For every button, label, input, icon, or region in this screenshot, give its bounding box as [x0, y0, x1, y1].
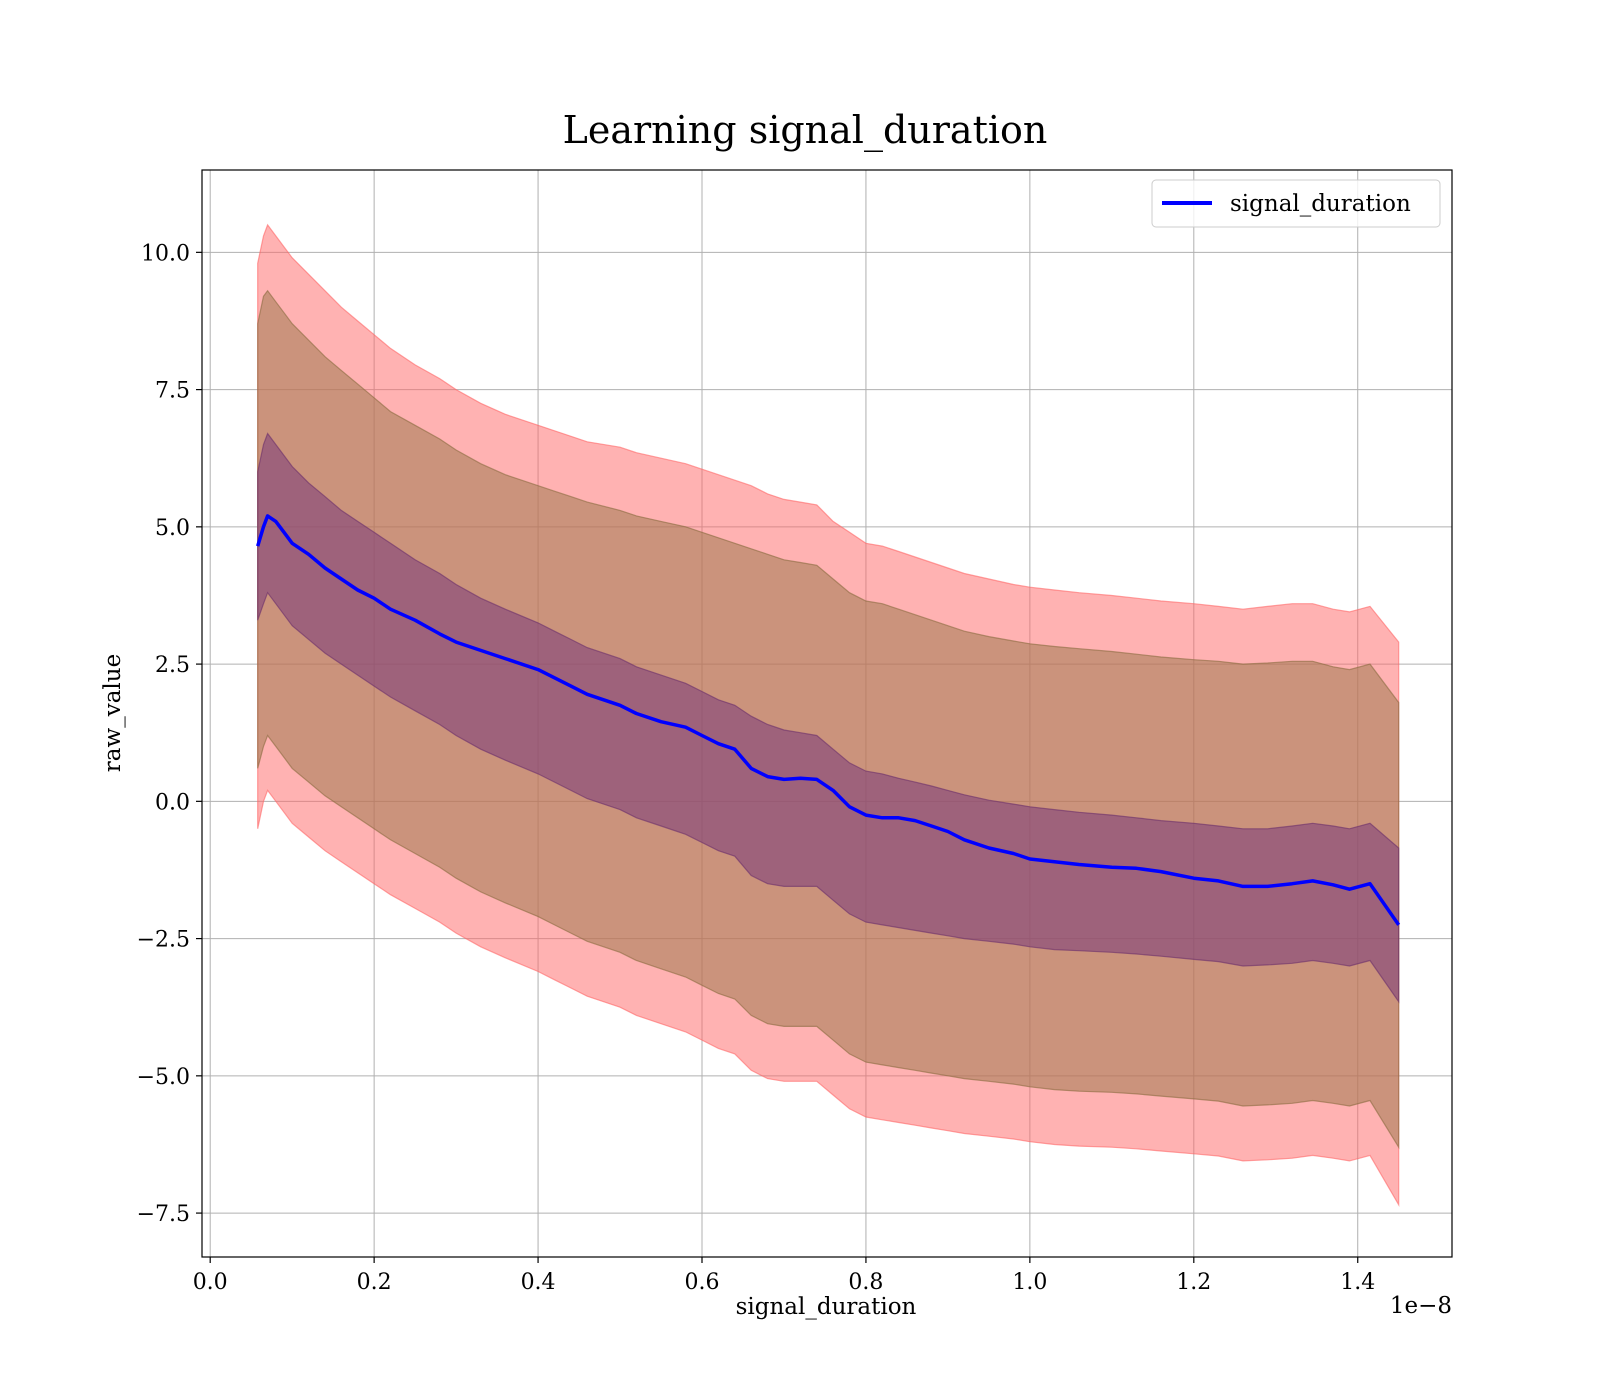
x-tick-label-2: 0.4	[521, 1270, 556, 1295]
x-axis-offset-text: 1e−8	[1390, 1293, 1452, 1319]
y-tick-label-5: 5.0	[155, 516, 190, 541]
x-tick-label-5: 1.0	[1012, 1270, 1047, 1295]
y-tick-label-6: 7.5	[155, 379, 190, 404]
band-inner	[257, 432, 1400, 1004]
confidence-bands	[257, 223, 1400, 1208]
x-tick-label-4: 0.8	[848, 1270, 883, 1295]
y-tick-label-0: −7.5	[137, 1202, 190, 1227]
x-tick-label-6: 1.2	[1176, 1270, 1211, 1295]
x-tick-label-7: 1.4	[1340, 1270, 1375, 1295]
y-tick-label-3: 0.0	[155, 790, 190, 815]
legend-entry-label: signal_duration	[1230, 191, 1411, 217]
x-axis-label: signal_duration	[736, 1294, 917, 1320]
y-tick-label-4: 2.5	[155, 653, 190, 678]
series-line-signal_duration	[256, 514, 1401, 926]
y-tick-label-2: −2.5	[137, 928, 190, 953]
y-axis-ticks: −7.5 −5.0 −2.5 0.0 2.5 5.0 7.5 10.0	[137, 241, 202, 1227]
chart-title: Learning signal_duration	[563, 108, 1048, 153]
y-axis-label: raw_value	[100, 654, 126, 772]
plot-frame	[201, 169, 1453, 1258]
y-tick-label-1: −5.0	[137, 1065, 190, 1090]
legend: signal_duration	[1151, 179, 1441, 228]
x-axis-ticks: 0.0 0.2 0.4 0.6 0.8 1.0 1.2 1.4	[193, 1257, 1375, 1295]
y-tick-label-7: 10.0	[141, 241, 190, 266]
series-layer	[256, 514, 1401, 926]
legend-box	[1151, 179, 1441, 228]
x-tick-label-3: 0.6	[685, 1270, 720, 1295]
x-tick-label-0: 0.0	[193, 1270, 228, 1295]
x-tick-label-1: 0.2	[357, 1270, 392, 1295]
